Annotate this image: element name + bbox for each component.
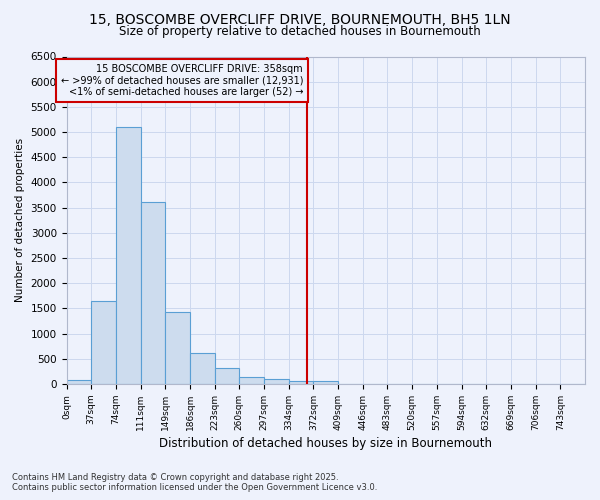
Text: Size of property relative to detached houses in Bournemouth: Size of property relative to detached ho… bbox=[119, 25, 481, 38]
Bar bbox=[313, 381, 338, 384]
Bar bbox=[165, 312, 190, 384]
Bar bbox=[190, 352, 215, 384]
Text: Contains HM Land Registry data © Crown copyright and database right 2025.
Contai: Contains HM Land Registry data © Crown c… bbox=[12, 473, 377, 492]
Bar bbox=[264, 379, 289, 384]
Text: 15, BOSCOMBE OVERCLIFF DRIVE, BOURNEMOUTH, BH5 1LN: 15, BOSCOMBE OVERCLIFF DRIVE, BOURNEMOUT… bbox=[89, 12, 511, 26]
Bar bbox=[215, 368, 239, 384]
Bar bbox=[91, 302, 116, 384]
Y-axis label: Number of detached properties: Number of detached properties bbox=[15, 138, 25, 302]
Bar bbox=[289, 381, 313, 384]
Bar bbox=[67, 380, 91, 384]
X-axis label: Distribution of detached houses by size in Bournemouth: Distribution of detached houses by size … bbox=[159, 437, 492, 450]
Bar bbox=[140, 202, 165, 384]
Text: 15 BOSCOMBE OVERCLIFF DRIVE: 358sqm
← >99% of detached houses are smaller (12,93: 15 BOSCOMBE OVERCLIFF DRIVE: 358sqm ← >9… bbox=[61, 64, 303, 98]
Bar bbox=[239, 377, 264, 384]
Bar bbox=[116, 127, 140, 384]
